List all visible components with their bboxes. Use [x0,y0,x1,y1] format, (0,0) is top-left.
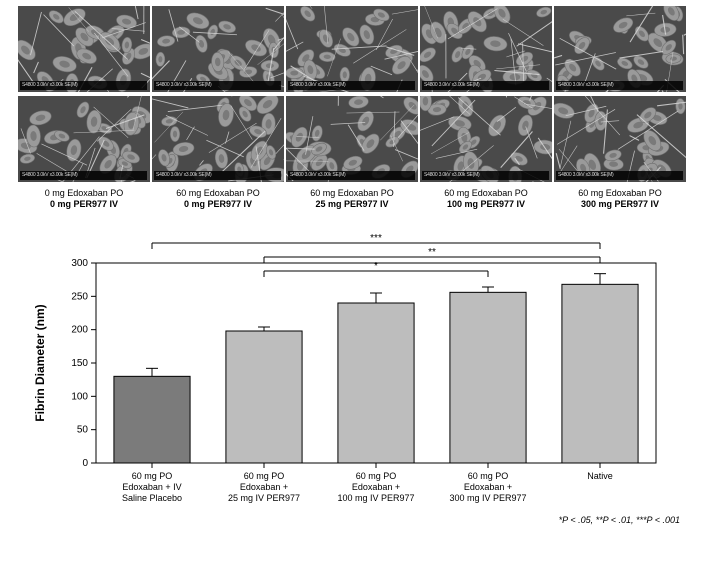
sem-image-1-3: S4800 3.0kV x3.00k SE(M) [420,96,552,182]
sem-scalebar: S4800 3.0kV x3.00k SE(M) [154,81,281,90]
svg-text:Fibrin Diameter (nm): Fibrin Diameter (nm) [33,304,47,421]
sem-label-line1: 0 mg Edoxaban PO [18,188,150,199]
svg-text:150: 150 [71,358,88,369]
bar-0 [114,376,190,463]
svg-text:Edoxaban +: Edoxaban + [352,482,400,492]
bar-1 [226,331,302,463]
svg-text:100 mg IV PER977: 100 mg IV PER977 [337,493,414,503]
bar-3 [450,292,526,463]
sem-image-0-1: S4800 3.0kV x3.00k SE(M) [152,6,284,92]
sem-scalebar: S4800 3.0kV x3.00k SE(M) [288,81,415,90]
sem-label-line2: 25 mg PER977 IV [286,199,418,210]
svg-text:200: 200 [71,324,88,335]
sem-image-1-0: S4800 3.0kV x3.00k SE(M) [18,96,150,182]
sem-scalebar: S4800 3.0kV x3.00k SE(M) [556,171,683,180]
sem-image-1-1: S4800 3.0kV x3.00k SE(M) [152,96,284,182]
sem-label-2: 60 mg Edoxaban PO 25 mg PER977 IV [286,188,418,211]
sem-scalebar: S4800 3.0kV x3.00k SE(M) [20,81,147,90]
svg-text:60 mg PO: 60 mg PO [244,471,285,481]
sem-label-line1: 60 mg Edoxaban PO [554,188,686,199]
sem-label-line2: 300 mg PER977 IV [554,199,686,210]
figure-root: S4800 3.0kV x3.00k SE(M) S4800 3.0kV x3.0… [0,0,704,577]
sem-label-4: 60 mg Edoxaban PO 300 mg PER977 IV [554,188,686,211]
sem-label-line2: 0 mg PER977 IV [152,199,284,210]
sem-label-0: 0 mg Edoxaban PO 0 mg PER977 IV [18,188,150,211]
svg-text:60 mg PO: 60 mg PO [468,471,509,481]
sem-scalebar: S4800 3.0kV x3.00k SE(M) [20,171,147,180]
svg-text:***: *** [370,233,382,244]
p-value-footnote: *P < .05, **P < .01, ***P < .001 [18,515,686,525]
svg-text:**: ** [428,247,436,258]
bar-2 [338,303,414,463]
bar-4 [562,284,638,463]
svg-text:250: 250 [71,291,88,302]
svg-text:Edoxaban +: Edoxaban + [240,482,288,492]
bar-chart: 0 50 100 150 200 250 300 Fibrin Diameter (nm) 60… [26,225,676,513]
svg-text:Edoxaban +: Edoxaban + [464,482,512,492]
svg-text:*: * [374,261,378,272]
sem-image-0-0: S4800 3.0kV x3.00k SE(M) [18,6,150,92]
svg-text:50: 50 [77,424,89,435]
sem-image-1-2: S4800 3.0kV x3.00k SE(M) [286,96,418,182]
svg-text:60 mg PO: 60 mg PO [356,471,397,481]
sem-image-grid: S4800 3.0kV x3.00k SE(M) S4800 3.0kV x3.0… [18,6,686,182]
bar-chart-svg: 0 50 100 150 200 250 300 Fibrin Diameter (nm) 60… [26,225,676,513]
sem-label-1: 60 mg Edoxaban PO 0 mg PER977 IV [152,188,284,211]
sem-image-0-4: S4800 3.0kV x3.00k SE(M) [554,6,686,92]
sem-scalebar: S4800 3.0kV x3.00k SE(M) [422,171,549,180]
sem-label-3: 60 mg Edoxaban PO 100 mg PER977 IV [420,188,552,211]
sem-label-line1: 60 mg Edoxaban PO [420,188,552,199]
sem-image-0-2: S4800 3.0kV x3.00k SE(M) [286,6,418,92]
sem-image-0-3: S4800 3.0kV x3.00k SE(M) [420,6,552,92]
svg-text:25 mg IV PER977: 25 mg IV PER977 [228,493,300,503]
svg-text:Native: Native [587,471,613,481]
svg-text:60 mg PO: 60 mg PO [132,471,173,481]
sem-scalebar: S4800 3.0kV x3.00k SE(M) [422,81,549,90]
sem-scalebar: S4800 3.0kV x3.00k SE(M) [154,171,281,180]
sem-scalebar: S4800 3.0kV x3.00k SE(M) [288,171,415,180]
svg-text:Saline Placebo: Saline Placebo [122,493,182,503]
svg-text:300: 300 [71,258,88,269]
sem-scalebar: S4800 3.0kV x3.00k SE(M) [556,81,683,90]
sem-image-1-4: S4800 3.0kV x3.00k SE(M) [554,96,686,182]
svg-text:300 mg IV PER977: 300 mg IV PER977 [449,493,526,503]
sem-label-line2: 100 mg PER977 IV [420,199,552,210]
sem-label-line1: 60 mg Edoxaban PO [286,188,418,199]
sem-column-labels: 0 mg Edoxaban PO 0 mg PER977 IV 60 mg Ed… [18,188,686,211]
svg-text:0: 0 [82,458,88,469]
sem-label-line2: 0 mg PER977 IV [18,199,150,210]
sem-label-line1: 60 mg Edoxaban PO [152,188,284,199]
svg-text:100: 100 [71,391,88,402]
svg-text:Edoxaban + IV: Edoxaban + IV [122,482,181,492]
